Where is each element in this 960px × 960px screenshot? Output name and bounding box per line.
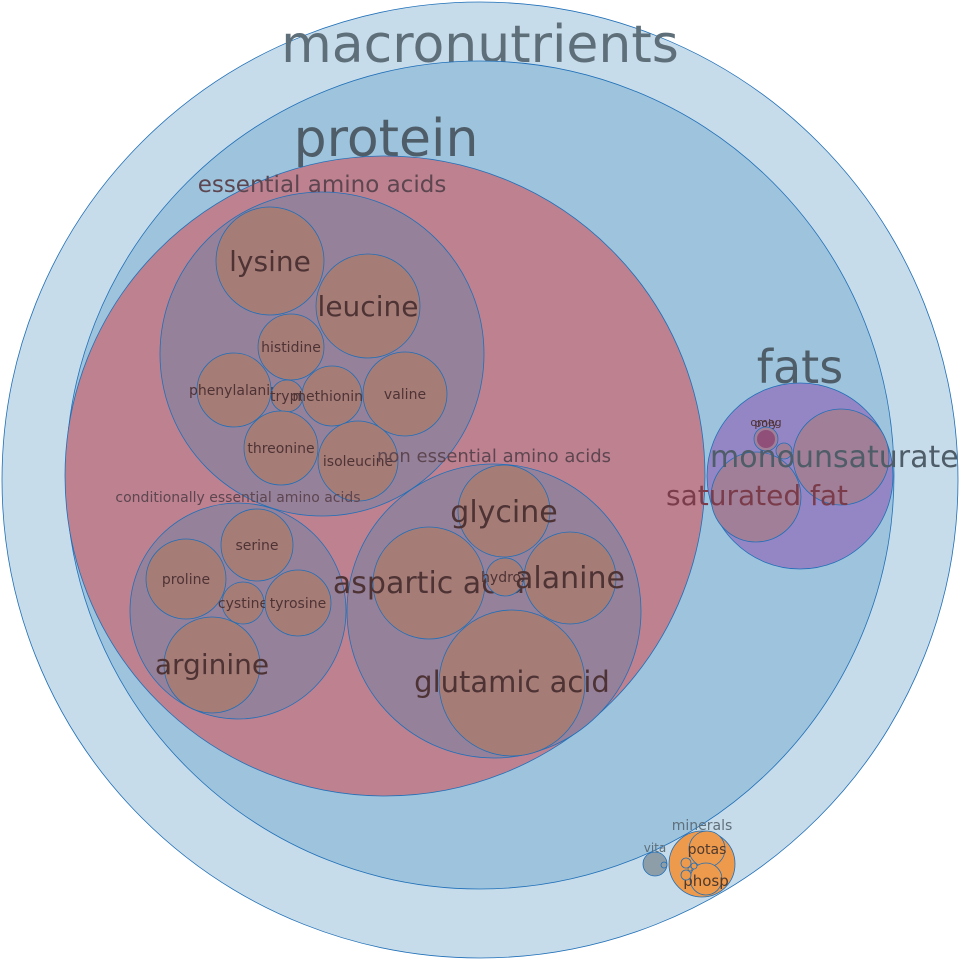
potassium-label: potas [688,842,727,858]
non-essential-amino-acids-group[interactable]: glycine aspartic acid hydrox alanine glu… [333,446,642,759]
conditionally-essential-amino-acids-label: conditionally essential amino acids [115,490,360,506]
lysine-label: lysine [229,245,311,278]
valine-label: valine [384,387,426,403]
leucine-label: leucine [318,290,419,323]
essential-amino-acids-label: essential amino acids [198,172,447,198]
tyrosine-circle[interactable] [264,569,332,637]
methionine-label: methionine [292,389,371,405]
conditionally-essential-amino-acids-group[interactable]: conditionally essential amino acids seri… [115,490,361,720]
saturated-fat-label: saturated fat [666,479,848,512]
tryptophan-label: trypt [270,389,304,405]
histidine-circle[interactable] [257,313,325,381]
aspartic-acid-circle[interactable] [372,526,486,640]
fats-label: fats [757,340,843,394]
histidine-label: histidine [261,340,321,356]
leucine-circle[interactable] [315,253,421,359]
phosphorus-circle[interactable] [689,862,723,896]
phenylalanine-label: phenylalanin [189,383,279,399]
phenylalanine-circle[interactable] [196,352,272,428]
glutamic-acid-label: glutamic acid [414,665,610,699]
isoleucine-label: isoleucine [323,454,393,470]
mineral-small-circle-3[interactable] [690,862,698,870]
hydroxyproline-label: hydrox [481,570,529,586]
alanine-label: alanine [515,561,625,596]
omega-inner-dot [757,430,775,448]
essential-amino-acids-group[interactable]: essential amino acids lysine leucine his… [159,172,485,517]
threonine-circle[interactable] [243,410,319,486]
methionine-circle[interactable] [301,365,363,427]
minerals-group[interactable]: minerals potas phosp [668,818,736,898]
alanine-circle[interactable] [523,531,617,625]
vitamin-small-circle[interactable] [660,861,668,869]
serine-circle[interactable] [220,508,294,582]
serine-label: serine [235,538,278,554]
cystine-label: cystine [218,596,268,612]
threonine-label: threonine [247,441,314,457]
minerals-label: minerals [672,818,733,834]
fats-group[interactable]: fats poly omeg monounsaturated saturated… [666,340,960,570]
glutamic-acid-circle[interactable] [438,609,586,757]
mineral-small-circle-1[interactable] [680,857,692,869]
arginine-circle[interactable] [163,616,261,714]
arginine-label: arginine [155,648,269,681]
phosphorus-label: phosp [683,872,729,890]
proline-label: proline [162,572,210,588]
saturated-fat-circle[interactable] [710,451,802,543]
polyunsaturated-label: poly [754,417,778,430]
vitamins-label: vita [644,841,667,855]
glycine-label: glycine [450,495,557,530]
mineral-small-circle-4[interactable] [687,866,693,872]
non-essential-amino-acids-label: non essential amino acids [377,446,611,467]
cystine-circle[interactable] [221,581,265,625]
monounsaturated-circle[interactable] [792,408,890,506]
glycine-circle[interactable] [457,464,551,558]
monounsaturated-label: monounsaturated [710,440,960,475]
polyunsaturated-circle[interactable] [775,442,793,460]
omega-label: omeg [750,416,781,429]
tyrosine-label: tyrosine [270,596,326,612]
vitamins-group[interactable]: vita [642,841,668,877]
valine-circle[interactable] [362,351,448,437]
lysine-circle[interactable] [215,206,325,316]
proline-circle[interactable] [145,538,227,620]
mineral-small-circle-2[interactable] [680,869,692,881]
isoleucine-circle[interactable] [317,420,399,502]
